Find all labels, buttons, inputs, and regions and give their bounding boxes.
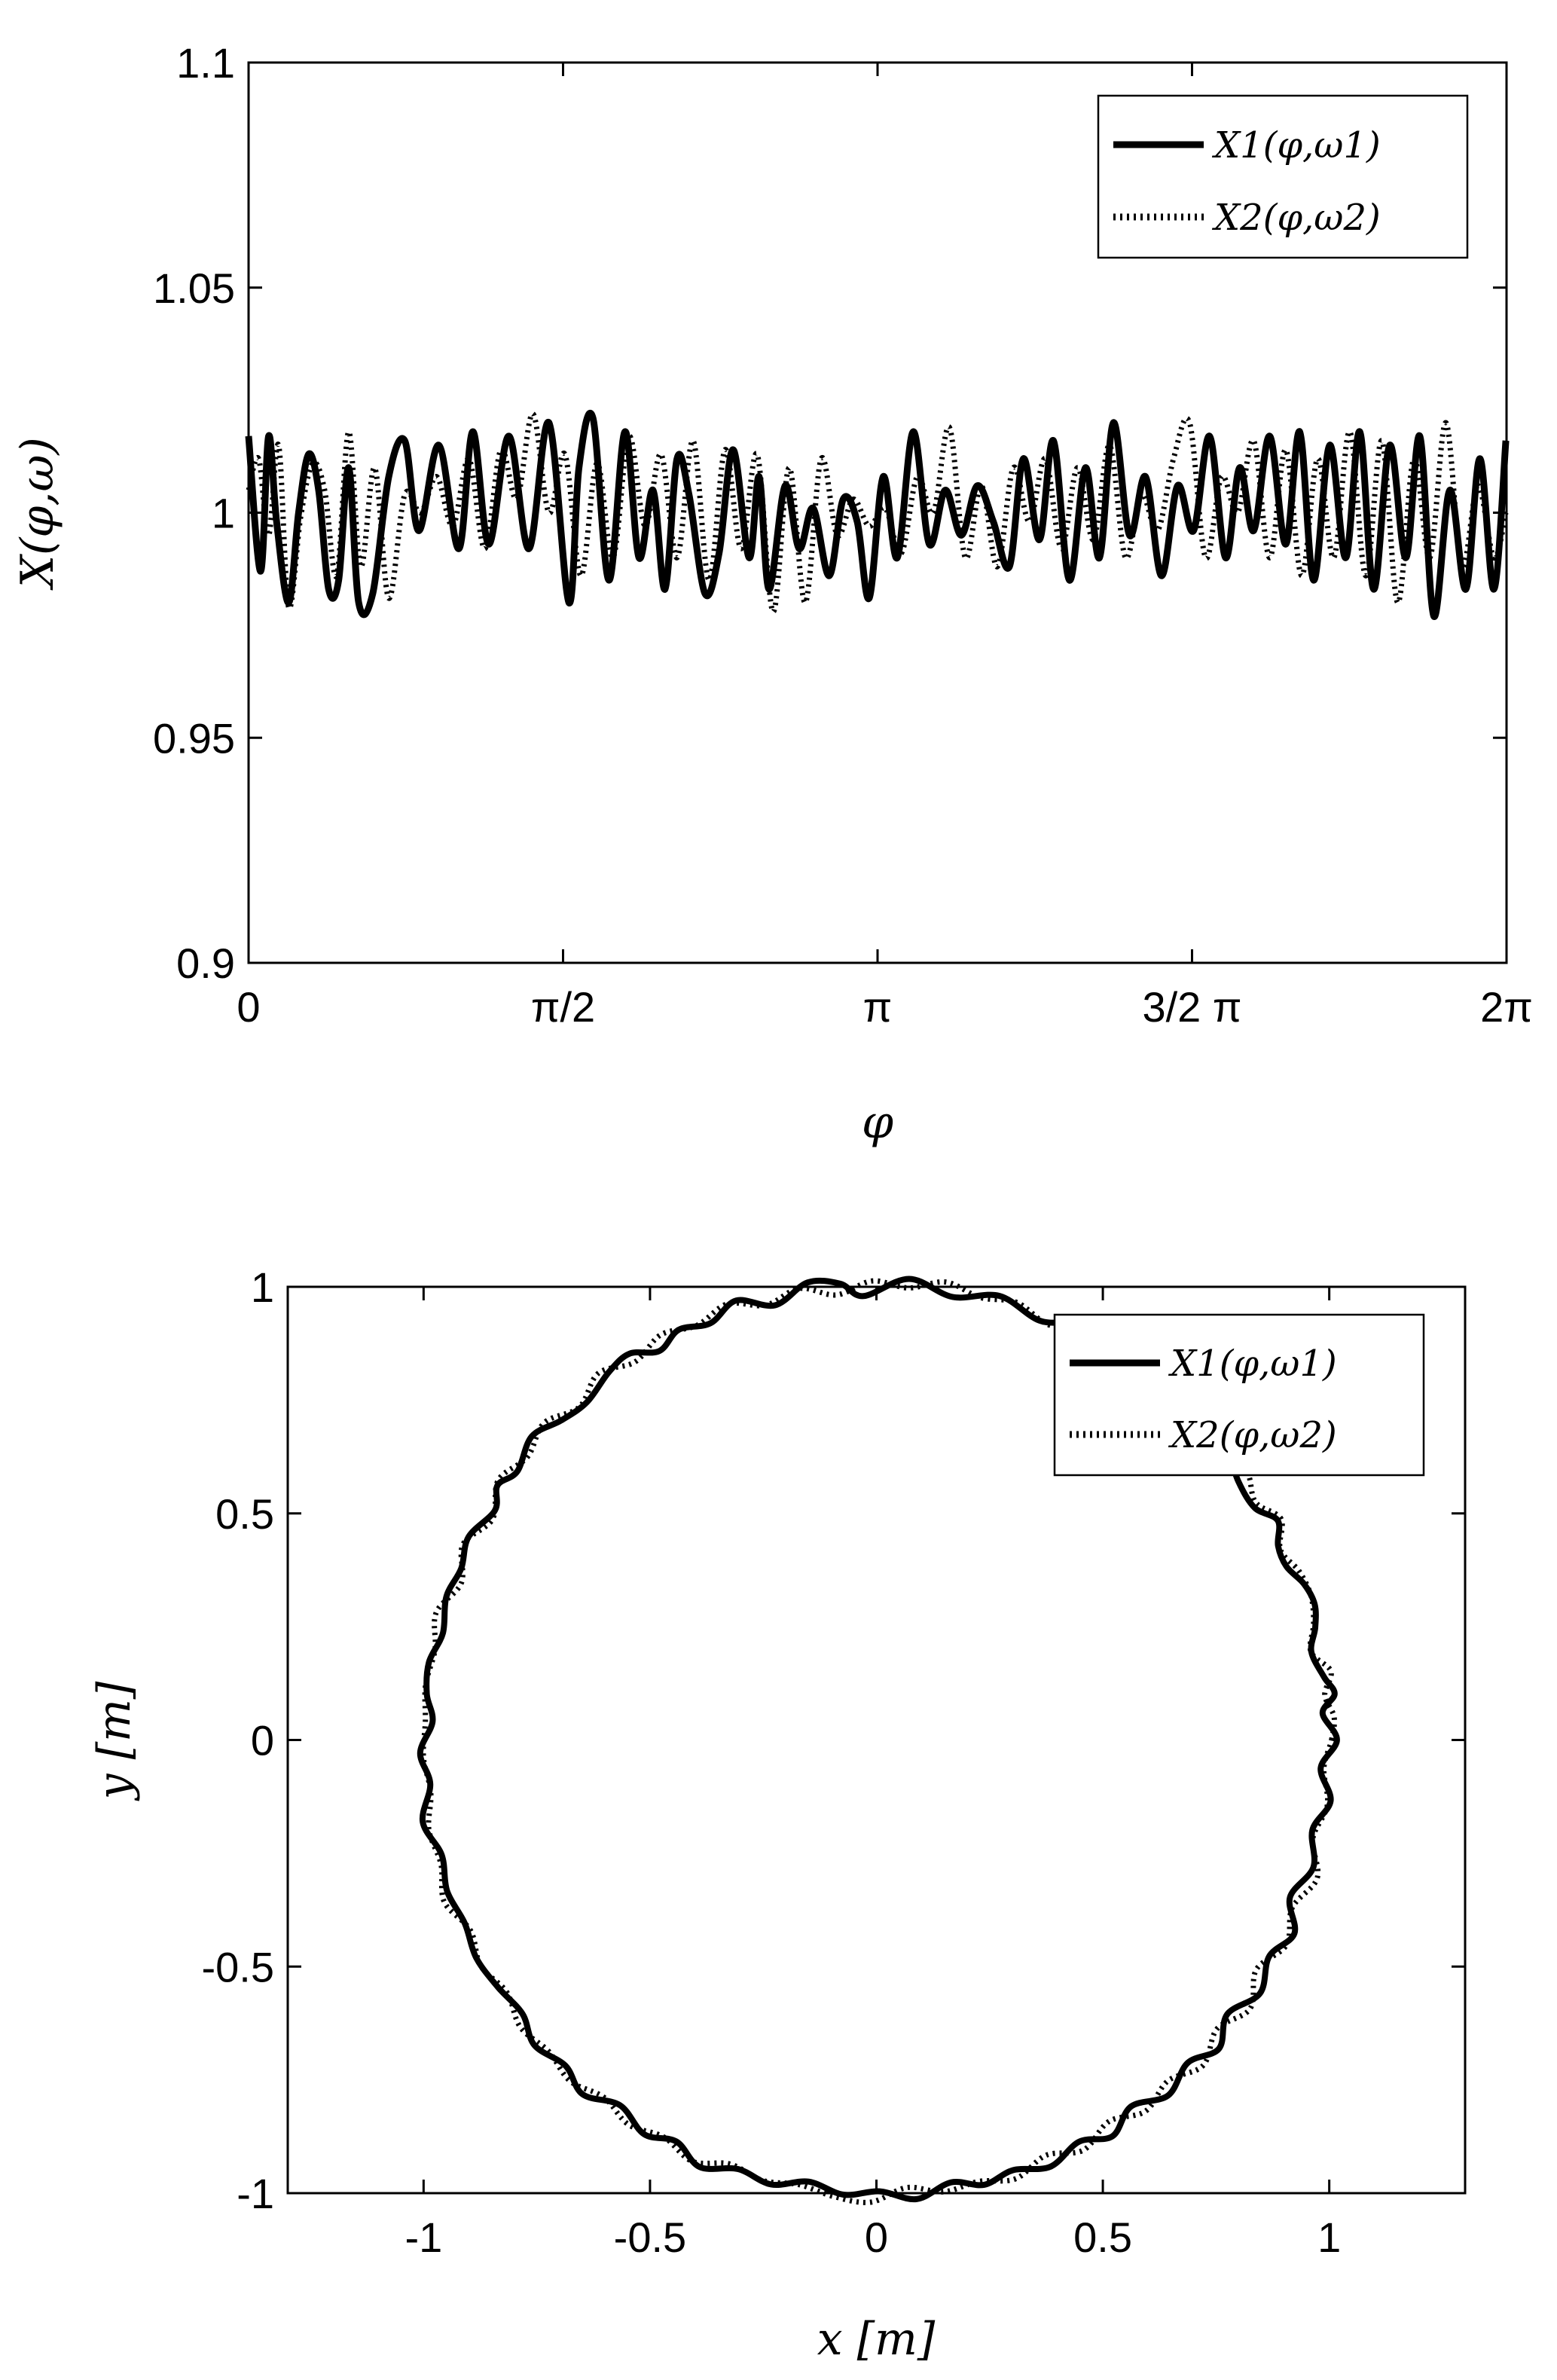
bottom-legend: X1(φ,ω1) X2(φ,ω2) [1053,1313,1425,1477]
bottom-y-tick-label: -1 [237,2170,274,2217]
bottom-y-tick-label: 0 [251,1717,274,1764]
top-y-tick-label: 1.05 [153,264,235,312]
top-y-tick-label: 0.95 [153,714,235,762]
top-legend-label-1: X1(φ,ω1) [1211,124,1381,167]
bottom-x-tick-label: 0 [865,2213,888,2261]
bottom-series-line-2 [420,1278,1338,2205]
top-y-tick-label: 1.1 [176,39,235,87]
bottom-y-tick-label: -0.5 [202,1943,275,1990]
top-chart: 0 π/2 π 3/2 π 2π 0.9 0.95 1 1.05 1.1 X(φ,ω) φ X1(… [11,39,1533,1149]
bottom-legend-label-1: X1(φ,ω1) [1168,1343,1337,1385]
top-y-tick-label: 1 [212,490,235,537]
top-series-line-2 [246,411,1509,615]
top-x-tick-label: π/2 [531,983,595,1031]
bottom-y-axis-label: y [m] [88,1681,141,1801]
bottom-legend-label-2: X2(φ,ω2) [1168,1414,1337,1456]
bottom-y-tick-label: 1 [251,1263,274,1311]
top-x-axis-label: φ [862,1096,893,1149]
top-x-tick-label: 2π [1480,983,1533,1031]
bottom-x-tick-label: 0.5 [1073,2213,1132,2261]
bottom-legend-box [1053,1313,1425,1477]
top-x-tick-label: π [863,983,893,1031]
top-x-tick-label: 3/2 π [1142,983,1241,1031]
top-tick-group: 0 π/2 π 3/2 π 2π 0.9 0.95 1 1.05 1.1 [153,39,1533,1031]
top-series-group [245,409,1510,620]
bottom-chart: -1 -0.5 0 0.5 1 -1 -0.5 0 0.5 1 y [m] x [m] X1(φ,… [88,1263,1467,2366]
top-y-tick-label: 0.9 [176,939,235,987]
top-y-axis-label: X(φ,ω) [11,437,64,591]
top-legend: X1(φ,ω1) X2(φ,ω2) [1097,94,1469,259]
bottom-x-tick-label: -0.5 [614,2213,687,2261]
top-x-tick-label: 0 [237,983,260,1031]
top-series-line-1 [245,409,1510,620]
bottom-y-tick-label: 0.5 [215,1490,274,1538]
bottom-x-axis-label: x [m] [817,2313,936,2366]
top-legend-box [1097,94,1469,259]
bottom-x-tick-label: -1 [405,2213,442,2261]
bottom-tick-group: -1 -0.5 0 0.5 1 -1 -0.5 0 0.5 1 [202,1263,1465,2261]
top-legend-label-2: X2(φ,ω2) [1211,197,1381,239]
bottom-x-tick-label: 1 [1317,2213,1341,2261]
